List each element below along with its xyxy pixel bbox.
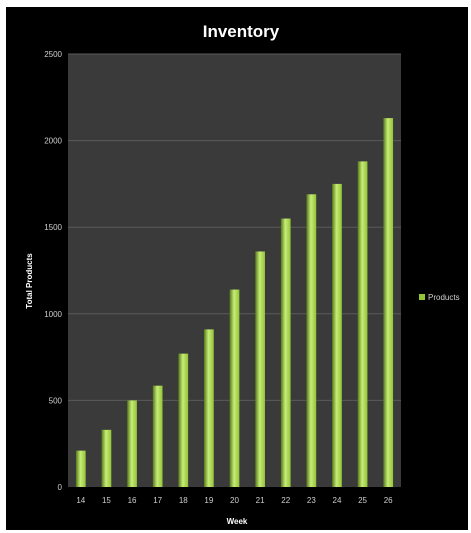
y-tick-label: 1000: [44, 310, 62, 319]
y-axis-label: Total Products: [25, 253, 34, 309]
bar-week-18: [178, 353, 189, 487]
x-tick-label: 14: [76, 496, 85, 505]
legend-label: Products: [428, 293, 460, 302]
y-tick-label: 500: [49, 396, 63, 405]
chart-title: Inventory: [203, 22, 280, 41]
bar-week-16: [127, 400, 137, 487]
x-tick-label: 18: [179, 496, 188, 505]
bar-week-22: [280, 218, 291, 488]
x-tick-label: 24: [333, 496, 342, 505]
bar-week-21: [255, 251, 265, 487]
bar-week-20: [229, 289, 240, 487]
bar-week-26: [383, 118, 394, 488]
bars: [75, 118, 394, 488]
x-tick-label: 17: [153, 496, 162, 505]
legend-swatch: [419, 294, 425, 300]
y-tick-label: 2000: [44, 137, 62, 146]
legend: Products: [419, 293, 460, 302]
x-tick-label: 22: [281, 496, 290, 505]
bar-week-24: [332, 183, 342, 487]
x-tick-label: 19: [204, 496, 213, 505]
bar-week-14: [75, 450, 86, 487]
x-tick-label: 25: [358, 496, 367, 505]
x-axis-ticks: 14 15 16 17 18 19 20 21 22 23 24 25 26: [76, 496, 393, 505]
bar-week-19: [204, 329, 214, 487]
x-tick-label: 21: [256, 496, 265, 505]
bar-week-17: [152, 385, 163, 487]
bar-week-23: [306, 194, 317, 488]
x-tick-label: 20: [230, 496, 239, 505]
x-axis-label: Week: [227, 517, 248, 526]
x-tick-label: 15: [102, 496, 111, 505]
y-tick-label: 0: [58, 483, 63, 492]
x-tick-label: 16: [128, 496, 137, 505]
y-tick-label: 2500: [44, 50, 62, 59]
chart-area: Inventory 0 500 1000 1500 2000 2500 14 15 16 17 1…: [6, 7, 468, 530]
y-tick-label: 1500: [44, 223, 62, 232]
y-axis-ticks: 0 500 1000 1500 2000 2500: [44, 50, 62, 492]
bar-week-15: [101, 429, 112, 487]
x-tick-label: 26: [384, 496, 393, 505]
x-tick-label: 23: [307, 496, 316, 505]
bar-week-25: [357, 161, 368, 487]
